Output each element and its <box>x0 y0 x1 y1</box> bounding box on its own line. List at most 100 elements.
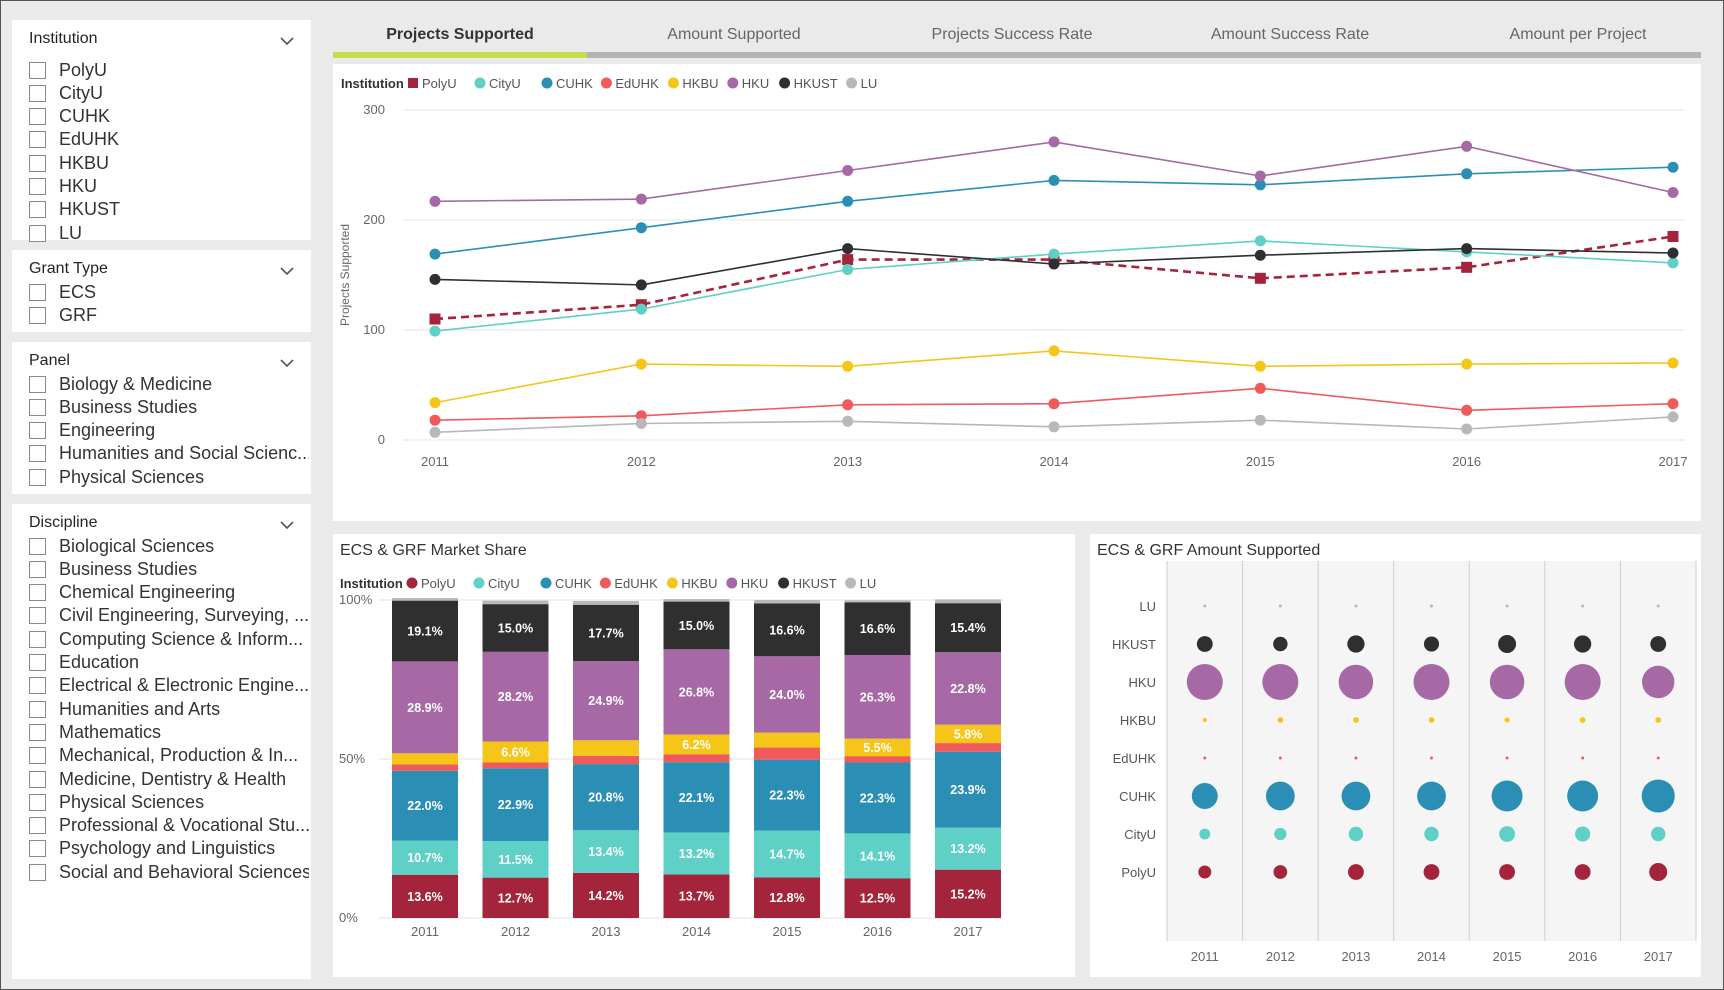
slicer-item[interactable]: Psychology and Linguistics <box>29 837 275 861</box>
data-point <box>842 165 854 176</box>
checkbox[interactable] <box>29 630 46 648</box>
slicer-item[interactable]: CityU <box>29 81 103 105</box>
checkbox[interactable] <box>29 398 46 416</box>
bar-segment <box>573 600 639 605</box>
slicer-item[interactable]: Humanities and Arts <box>29 697 220 721</box>
checkbox[interactable] <box>29 840 46 858</box>
checkbox[interactable] <box>29 793 46 811</box>
slicer-item[interactable]: Chemical Engineering <box>29 581 235 605</box>
bubble <box>1199 828 1211 840</box>
data-label: 24.0% <box>769 688 804 702</box>
checkbox[interactable] <box>29 817 46 835</box>
slicer-item[interactable]: Civil Engineering, Surveying, ... <box>29 604 309 628</box>
checkbox[interactable] <box>29 677 46 695</box>
tab-projects-success-rate[interactable]: Projects Success Rate <box>931 26 1093 43</box>
bar-segment <box>482 604 549 652</box>
checkbox[interactable] <box>29 747 46 765</box>
data-point <box>1254 272 1266 284</box>
bubble <box>1203 756 1207 760</box>
checkbox[interactable] <box>29 863 46 881</box>
slicer-item[interactable]: Professional & Vocational Stu... <box>29 814 309 838</box>
y-category-label: LU <box>1139 599 1156 614</box>
checkbox[interactable] <box>29 178 46 195</box>
slicer-item-label: Biology & Medicine <box>59 373 213 394</box>
bubble <box>1574 635 1592 653</box>
chevron-down-icon[interactable] <box>279 358 295 368</box>
tab-amount-supported[interactable]: Amount Supported <box>667 26 801 43</box>
chevron-down-icon[interactable] <box>279 36 295 46</box>
slicer-item[interactable]: Mechanical, Production & In... <box>29 744 298 768</box>
data-point <box>1667 398 1679 410</box>
slicer-item[interactable]: GRF <box>29 303 97 327</box>
checkbox[interactable] <box>29 584 46 602</box>
checkbox[interactable] <box>29 770 46 788</box>
checkbox[interactable] <box>29 560 46 578</box>
data-point <box>429 273 441 285</box>
data-point <box>1254 360 1266 372</box>
slicer-item[interactable]: Humanities and Social Scienc... <box>29 442 309 466</box>
legend-label: HKU <box>742 76 769 91</box>
slicer-item[interactable]: Biological Sciences <box>29 534 214 558</box>
slicer-item[interactable]: Engineering <box>29 419 155 443</box>
slicer-item[interactable]: Medicine, Dentistry & Health <box>29 767 286 791</box>
data-label: 22.1% <box>679 791 714 805</box>
slicer-item[interactable]: Mathematics <box>29 720 161 744</box>
slicer-item[interactable]: Social and Behavioral Sciences <box>29 860 309 884</box>
y-category-label: CUHK <box>1119 789 1156 804</box>
checkbox[interactable] <box>29 108 46 126</box>
bubble <box>1423 636 1440 652</box>
slicer-item[interactable]: Business Studies <box>29 395 197 419</box>
slicer-item[interactable]: Education <box>29 651 139 675</box>
checkbox[interactable] <box>29 422 46 440</box>
slicer-item[interactable]: Computing Science & Inform... <box>29 627 303 651</box>
checkbox[interactable] <box>29 306 46 324</box>
slicer-item[interactable]: EdUHK <box>29 128 119 152</box>
checkbox[interactable] <box>29 723 46 741</box>
checkbox[interactable] <box>29 201 46 219</box>
bubble <box>1196 636 1213 652</box>
slicer-item[interactable]: Electrical & Electronic Engine... <box>29 674 309 698</box>
checkbox[interactable] <box>29 84 46 102</box>
slicer-item[interactable]: HKU <box>29 175 97 199</box>
data-label: 24.9% <box>588 694 623 708</box>
chevron-down-icon[interactable] <box>279 266 295 276</box>
slicer-item[interactable]: CUHK <box>29 105 110 129</box>
tab-amount-success-rate[interactable]: Amount Success Rate <box>1210 26 1370 43</box>
checkbox[interactable] <box>29 537 46 555</box>
data-point <box>1254 249 1266 261</box>
checkbox[interactable] <box>29 654 46 671</box>
bubble <box>1262 664 1299 700</box>
data-label: 22.8% <box>950 682 985 696</box>
slicer-item[interactable]: Physical Sciences <box>29 790 204 814</box>
checkbox[interactable] <box>29 61 46 79</box>
bar-segment <box>935 751 1001 828</box>
checkbox[interactable] <box>29 283 46 301</box>
y-tick-label: 100% <box>339 592 373 607</box>
series-line <box>434 141 1674 203</box>
checkbox[interactable] <box>29 607 46 625</box>
slicer-item[interactable]: ECS <box>29 280 96 304</box>
slicer-item[interactable]: Biology & Medicine <box>29 372 212 396</box>
legend: Institution PolyU CityU CUHK EdUHK HKBU HKU HKU… <box>340 576 876 591</box>
tab-amount-per-project[interactable]: Amount per Project <box>1509 26 1647 43</box>
tab-projects-supported[interactable]: Projects Supported <box>386 26 534 43</box>
slicer-item[interactable]: LU <box>29 221 82 245</box>
bubble <box>1579 717 1586 723</box>
slicer-item[interactable]: PolyU <box>29 58 107 82</box>
checkbox[interactable] <box>29 131 46 149</box>
checkbox[interactable] <box>29 375 46 393</box>
bubble <box>1278 756 1282 760</box>
slicer-item[interactable]: Business Studies <box>29 557 197 581</box>
chevron-down-icon[interactable] <box>279 520 295 530</box>
slicer-item[interactable]: Physical Sciences <box>29 465 204 489</box>
bar-segment <box>573 740 639 756</box>
slicer-item[interactable]: HKUST <box>29 198 120 222</box>
checkbox[interactable] <box>29 700 46 718</box>
checkbox[interactable] <box>29 468 46 486</box>
checkbox[interactable] <box>29 445 46 463</box>
data-point <box>429 414 441 426</box>
checkbox[interactable] <box>29 154 46 172</box>
checkbox[interactable] <box>29 224 46 242</box>
data-label: 23.9% <box>950 783 985 797</box>
slicer-item[interactable]: HKBU <box>29 151 109 175</box>
